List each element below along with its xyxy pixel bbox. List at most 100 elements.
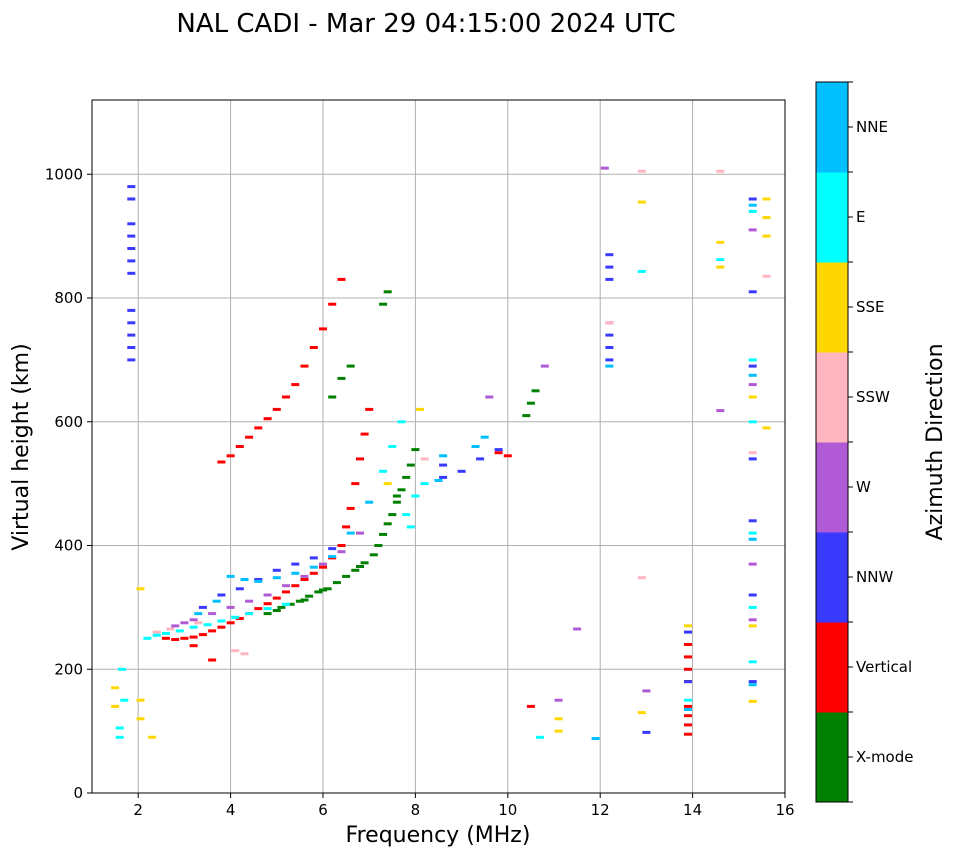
data-point-vertical: [180, 636, 189, 640]
data-point-e: [748, 605, 757, 609]
data-point-vertical: [272, 596, 281, 600]
data-point-w: [263, 593, 272, 597]
data-point-x-mode: [272, 609, 281, 612]
data-point-nnw: [198, 605, 207, 609]
data-point-w: [485, 395, 494, 399]
colorbar-swatch-e: [816, 172, 848, 263]
data-point-vertical: [291, 383, 300, 387]
data-point-nnw: [605, 265, 614, 269]
data-point-nnw: [605, 253, 614, 257]
data-point-nnw: [127, 222, 136, 226]
data-point-vertical: [198, 633, 207, 637]
data-point-nnw: [127, 271, 136, 275]
data-point-e: [748, 209, 757, 213]
data-point-e: [143, 636, 152, 640]
data-point-vertical: [309, 346, 318, 349]
data-point-vertical: [235, 617, 244, 620]
y-tick-label: 1000: [45, 165, 83, 183]
data-point-vertical: [309, 571, 318, 575]
data-point-w: [748, 383, 757, 387]
data-point-e: [748, 420, 757, 424]
data-point-w: [642, 689, 651, 693]
data-point-w: [600, 166, 609, 170]
data-point-nne: [480, 435, 489, 439]
data-point-nnw: [217, 593, 226, 597]
data-point-vertical: [226, 454, 235, 458]
data-point-nnw: [748, 519, 757, 523]
data-point-x-mode: [346, 364, 355, 368]
data-point-vertical: [337, 277, 346, 281]
data-point-e: [402, 513, 411, 517]
data-point-e: [217, 619, 226, 623]
data-point-ssw: [194, 621, 203, 625]
data-point-e: [203, 623, 212, 627]
data-point-nnw: [494, 448, 503, 452]
data-point-nnw: [235, 587, 244, 591]
data-point-w: [189, 618, 198, 622]
colorbar-frame: [815, 81, 849, 803]
data-point-x-mode: [295, 599, 304, 603]
chart-title: NAL CADI - Mar 29 04:15:00 2024 UTC: [176, 9, 675, 39]
colorbar-swatch-nnw: [816, 532, 848, 623]
data-point-sse: [148, 735, 157, 739]
data-point-nne: [434, 479, 443, 482]
data-point-sse: [637, 200, 646, 204]
data-point-e: [120, 698, 129, 702]
data-point-nnw: [127, 247, 136, 250]
data-point-ssw: [748, 451, 757, 455]
y-tick-label: 400: [54, 537, 83, 555]
data-point-nne: [309, 565, 318, 569]
data-point-sse: [762, 197, 771, 201]
x-tick-label: 14: [683, 801, 702, 819]
data-point-nnw: [127, 321, 136, 325]
data-point-nne: [272, 576, 281, 580]
data-point-x-mode: [286, 602, 295, 606]
data-point-x-mode: [360, 561, 369, 565]
data-point-w: [282, 584, 290, 588]
data-point-nnw: [127, 346, 136, 349]
data-point-w: [748, 562, 757, 566]
data-point-nne: [471, 445, 480, 448]
data-point-e: [397, 420, 406, 424]
data-point-vertical: [254, 607, 263, 611]
colorbar-swatch-sse: [816, 262, 848, 353]
data-point-e: [282, 602, 290, 606]
data-point-ssw: [240, 652, 249, 656]
data-point-nnw: [684, 630, 692, 634]
y-tick-label: 200: [54, 660, 83, 678]
data-point-x-mode: [305, 594, 314, 598]
data-point-w: [245, 599, 254, 603]
data-point-x-mode: [392, 494, 401, 498]
data-point-x-mode: [379, 532, 388, 536]
data-point-w: [716, 409, 725, 413]
data-point-ssw: [605, 321, 614, 325]
data-point-nnw: [605, 333, 614, 337]
data-point-nne: [346, 531, 355, 535]
data-point-w: [208, 612, 217, 616]
data-point-sse: [111, 704, 120, 708]
colorbar-title: Azimuth Direction: [923, 343, 948, 540]
colorbar-label: W: [856, 478, 871, 496]
data-point-e: [684, 698, 692, 702]
data-point-vertical: [189, 644, 198, 648]
data-point-e: [748, 531, 757, 535]
y-tick-label: 600: [54, 413, 83, 431]
data-point-x-mode: [323, 587, 332, 591]
data-point-nne: [226, 574, 235, 578]
x-tick-label: 6: [318, 801, 328, 819]
data-point-nne: [194, 612, 203, 616]
data-point-e: [388, 445, 397, 448]
plot-area: [92, 100, 785, 793]
data-point-sse: [748, 699, 757, 703]
data-point-vertical: [282, 395, 290, 399]
data-point-e: [118, 667, 126, 671]
data-point-vertical: [291, 584, 300, 588]
data-point-sse: [111, 686, 120, 690]
data-point-vertical: [245, 435, 254, 439]
data-point-ssw: [716, 169, 725, 173]
data-point-nnw: [605, 277, 614, 281]
data-point-x-mode: [328, 395, 337, 399]
plot-frame: [91, 99, 786, 794]
y-axis-label: Virtual height (km): [9, 343, 34, 550]
